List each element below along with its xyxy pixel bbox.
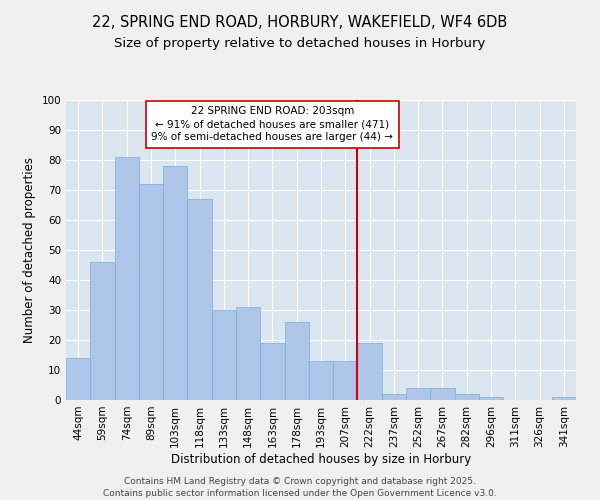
Bar — [455, 394, 479, 400]
Bar — [333, 361, 358, 400]
Bar — [212, 310, 236, 400]
Text: Size of property relative to detached houses in Horbury: Size of property relative to detached ho… — [115, 38, 485, 51]
Bar — [139, 184, 163, 400]
Bar — [236, 307, 260, 400]
Bar — [90, 262, 115, 400]
Bar — [66, 358, 90, 400]
Bar — [382, 394, 406, 400]
Bar — [260, 343, 284, 400]
Bar — [309, 361, 333, 400]
Bar — [187, 199, 212, 400]
Text: 22 SPRING END ROAD: 203sqm
← 91% of detached houses are smaller (471)
9% of semi: 22 SPRING END ROAD: 203sqm ← 91% of deta… — [151, 106, 394, 142]
Text: Contains HM Land Registry data © Crown copyright and database right 2025.
Contai: Contains HM Land Registry data © Crown c… — [103, 476, 497, 498]
Bar — [284, 322, 309, 400]
Bar — [430, 388, 455, 400]
X-axis label: Distribution of detached houses by size in Horbury: Distribution of detached houses by size … — [171, 452, 471, 466]
Y-axis label: Number of detached properties: Number of detached properties — [23, 157, 36, 343]
Bar — [552, 397, 576, 400]
Text: 22, SPRING END ROAD, HORBURY, WAKEFIELD, WF4 6DB: 22, SPRING END ROAD, HORBURY, WAKEFIELD,… — [92, 15, 508, 30]
Bar — [115, 157, 139, 400]
Bar — [479, 397, 503, 400]
Bar — [406, 388, 430, 400]
Bar — [163, 166, 187, 400]
Bar — [358, 343, 382, 400]
